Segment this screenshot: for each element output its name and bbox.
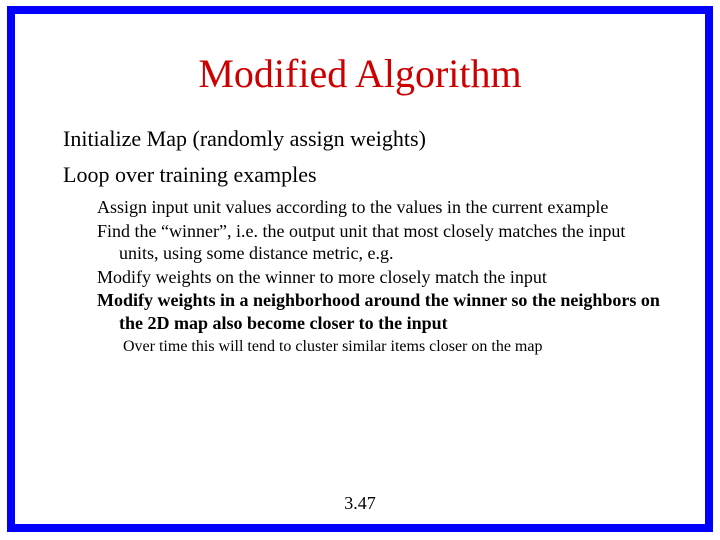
main-line-1: Initialize Map (randomly assign weights)	[63, 125, 665, 153]
sub-item-2: Find the “winner”, i.e. the output unit …	[97, 220, 665, 265]
main-line-2: Loop over training examples	[63, 161, 665, 189]
slide-title: Modified Algorithm	[55, 50, 665, 97]
sub-block: Assign input unit values according to th…	[97, 196, 665, 335]
sub-item-4: Modify weights in a neighborhood around …	[97, 289, 665, 334]
sub-sub-note: Over time this will tend to cluster simi…	[123, 337, 665, 356]
sub-item-3: Modify weights on the winner to more clo…	[97, 266, 665, 289]
page-number: 3.47	[15, 493, 705, 514]
sub-item-1: Assign input unit values according to th…	[97, 196, 665, 219]
slide-frame: Modified Algorithm Initialize Map (rando…	[7, 6, 713, 532]
